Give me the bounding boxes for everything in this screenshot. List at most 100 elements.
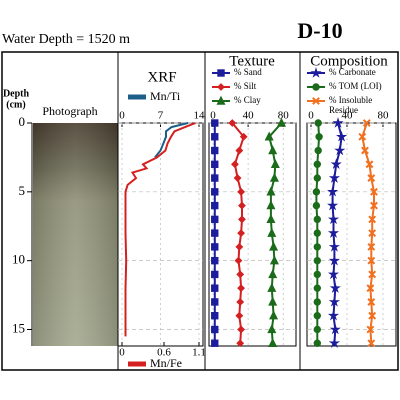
x-tick-label: 80 — [278, 110, 290, 122]
core-photo-shade — [33, 123, 118, 346]
marker — [211, 188, 219, 196]
marker — [231, 160, 239, 169]
depth-label: (cm) — [6, 99, 25, 110]
legend-label: % Sand — [234, 67, 262, 77]
marker — [313, 256, 321, 265]
x-tick-label: 0 — [119, 110, 125, 122]
marker — [236, 270, 245, 279]
marker — [235, 146, 244, 155]
marker — [313, 174, 321, 182]
marker — [211, 133, 219, 141]
marker — [328, 241, 340, 252]
x-tick-label: 0 — [308, 110, 314, 122]
legend-label: % Silt — [234, 81, 257, 91]
depth-tick-label: 5 — [19, 183, 26, 198]
legend-label: Mn/Fe — [150, 356, 182, 370]
marker — [368, 229, 377, 238]
legend-label: % TOM (LOI) — [329, 81, 382, 91]
marker — [313, 312, 321, 320]
marker — [269, 241, 279, 251]
marker — [268, 296, 278, 306]
marker — [236, 298, 245, 306]
marker — [327, 227, 340, 238]
marker — [211, 325, 219, 334]
legend-marker — [310, 67, 322, 78]
marker — [328, 254, 341, 266]
marker — [268, 269, 278, 279]
legend-label: % Clay — [234, 95, 261, 105]
marker — [368, 311, 377, 320]
legend-label-line: % Insoluble — [329, 95, 375, 105]
marker — [358, 132, 367, 141]
marker — [313, 229, 321, 237]
marker — [313, 325, 321, 334]
x-tick-label: 40 — [342, 110, 354, 122]
marker — [370, 187, 378, 196]
depth-label: Depth — [3, 88, 30, 99]
legend-marker — [217, 69, 225, 77]
marker — [268, 337, 278, 347]
x-tick-label: 40 — [243, 110, 255, 122]
marker — [270, 158, 280, 168]
marker — [314, 146, 322, 155]
panel-title: XRF — [147, 69, 176, 85]
marker — [211, 174, 219, 182]
marker — [234, 256, 243, 265]
core-id: D-10 — [297, 18, 342, 43]
marker — [269, 172, 279, 182]
marker — [266, 200, 276, 210]
marker — [228, 119, 237, 127]
x-tick-label: 80 — [378, 110, 390, 122]
panel-title: Composition — [310, 53, 388, 69]
marker — [312, 201, 321, 210]
marker — [238, 215, 246, 224]
marker — [370, 201, 378, 210]
marker — [267, 282, 277, 292]
marker — [269, 255, 279, 265]
marker — [233, 174, 242, 182]
water-depth: Water Depth = 1520 m — [2, 32, 130, 47]
marker — [211, 339, 219, 347]
marker — [266, 214, 276, 224]
marker — [327, 213, 340, 225]
x-tick-label: 7 — [158, 110, 164, 122]
x-tick-label: 14 — [194, 110, 206, 122]
x-tick-label: 0.6 — [157, 347, 171, 359]
marker — [367, 298, 376, 306]
x-tick-label: 0 — [119, 347, 125, 359]
marker — [267, 227, 277, 237]
legend-label: % Insoluble Residue — [329, 95, 375, 115]
marker — [368, 270, 377, 279]
marker — [237, 229, 245, 238]
marker — [211, 229, 219, 237]
marker — [313, 215, 321, 224]
legend-label: % Carbonate — [329, 67, 376, 77]
marker — [268, 145, 278, 155]
marker — [266, 186, 276, 196]
x-tick-label: 1.1 — [192, 347, 206, 359]
marker — [211, 243, 219, 251]
marker — [264, 131, 274, 141]
marker — [237, 325, 245, 334]
marker — [313, 160, 321, 168]
marker — [211, 215, 219, 224]
marker — [235, 242, 244, 251]
marker — [366, 284, 375, 293]
marker — [235, 311, 244, 320]
marker — [237, 187, 245, 196]
legend-label: Mn/Ti — [150, 89, 181, 103]
photo-label: Photograph — [42, 104, 97, 118]
marker — [327, 309, 340, 321]
marker — [329, 282, 341, 293]
marker — [367, 256, 376, 265]
marker — [361, 146, 369, 155]
depth-tick-label: 10 — [12, 252, 25, 267]
marker — [211, 160, 219, 168]
marker — [314, 119, 322, 127]
marker — [211, 119, 219, 127]
depth-tick-label: 0 — [19, 114, 26, 129]
marker — [211, 256, 219, 265]
marker — [367, 339, 376, 348]
series-line — [124, 122, 196, 337]
